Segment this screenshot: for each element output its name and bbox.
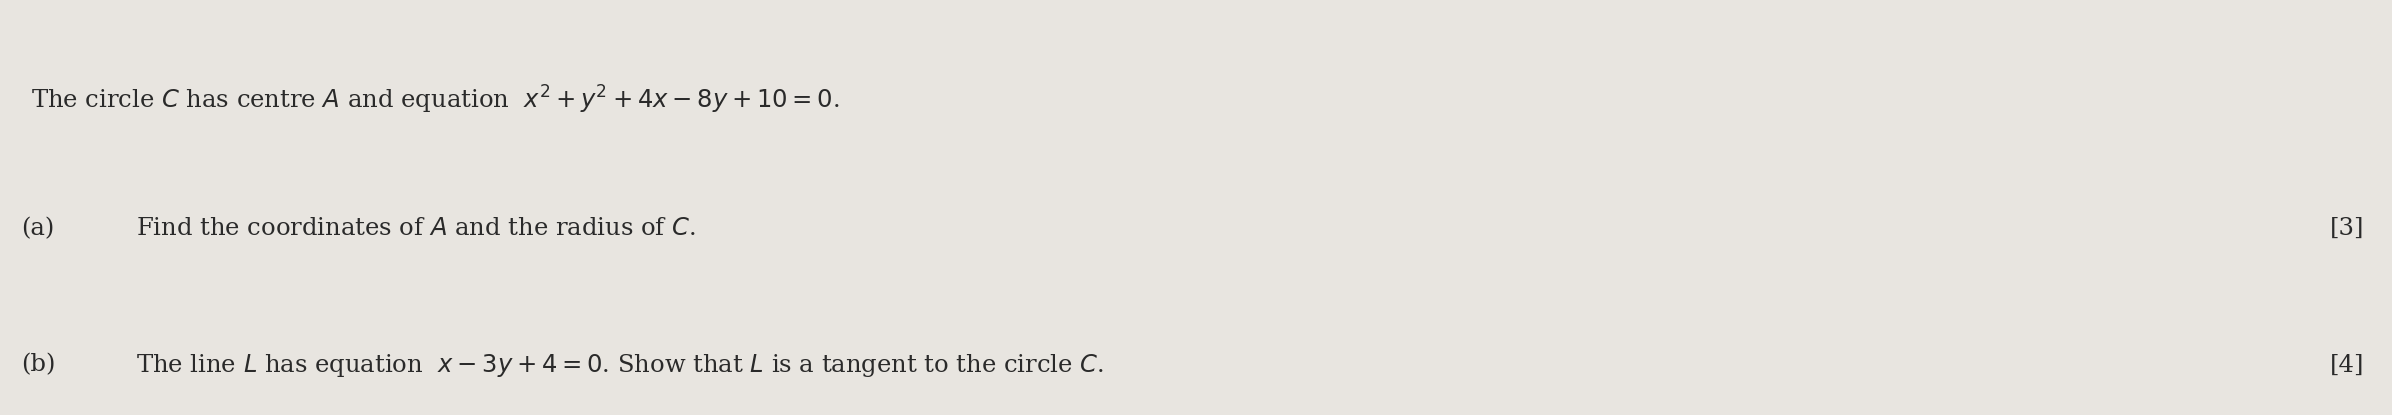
Text: [4]: [4] xyxy=(2330,354,2363,377)
Text: (a): (a) xyxy=(22,217,55,240)
Text: (b): (b) xyxy=(22,354,55,377)
Text: [3]: [3] xyxy=(2330,217,2363,240)
Text: The circle $\mathit{C}$ has centre $\mathit{A}$ and equation  $x^2+y^2+4x-8y+10=: The circle $\mathit{C}$ has centre $\mat… xyxy=(31,83,840,116)
Text: The line $\mathit{L}$ has equation  $x-3y+4=0$. Show that $\mathit{L}$ is a tang: The line $\mathit{L}$ has equation $x-3y… xyxy=(136,352,1105,379)
Text: Find the coordinates of $\mathit{A}$ and the radius of $\mathit{C}$.: Find the coordinates of $\mathit{A}$ and… xyxy=(136,217,696,240)
